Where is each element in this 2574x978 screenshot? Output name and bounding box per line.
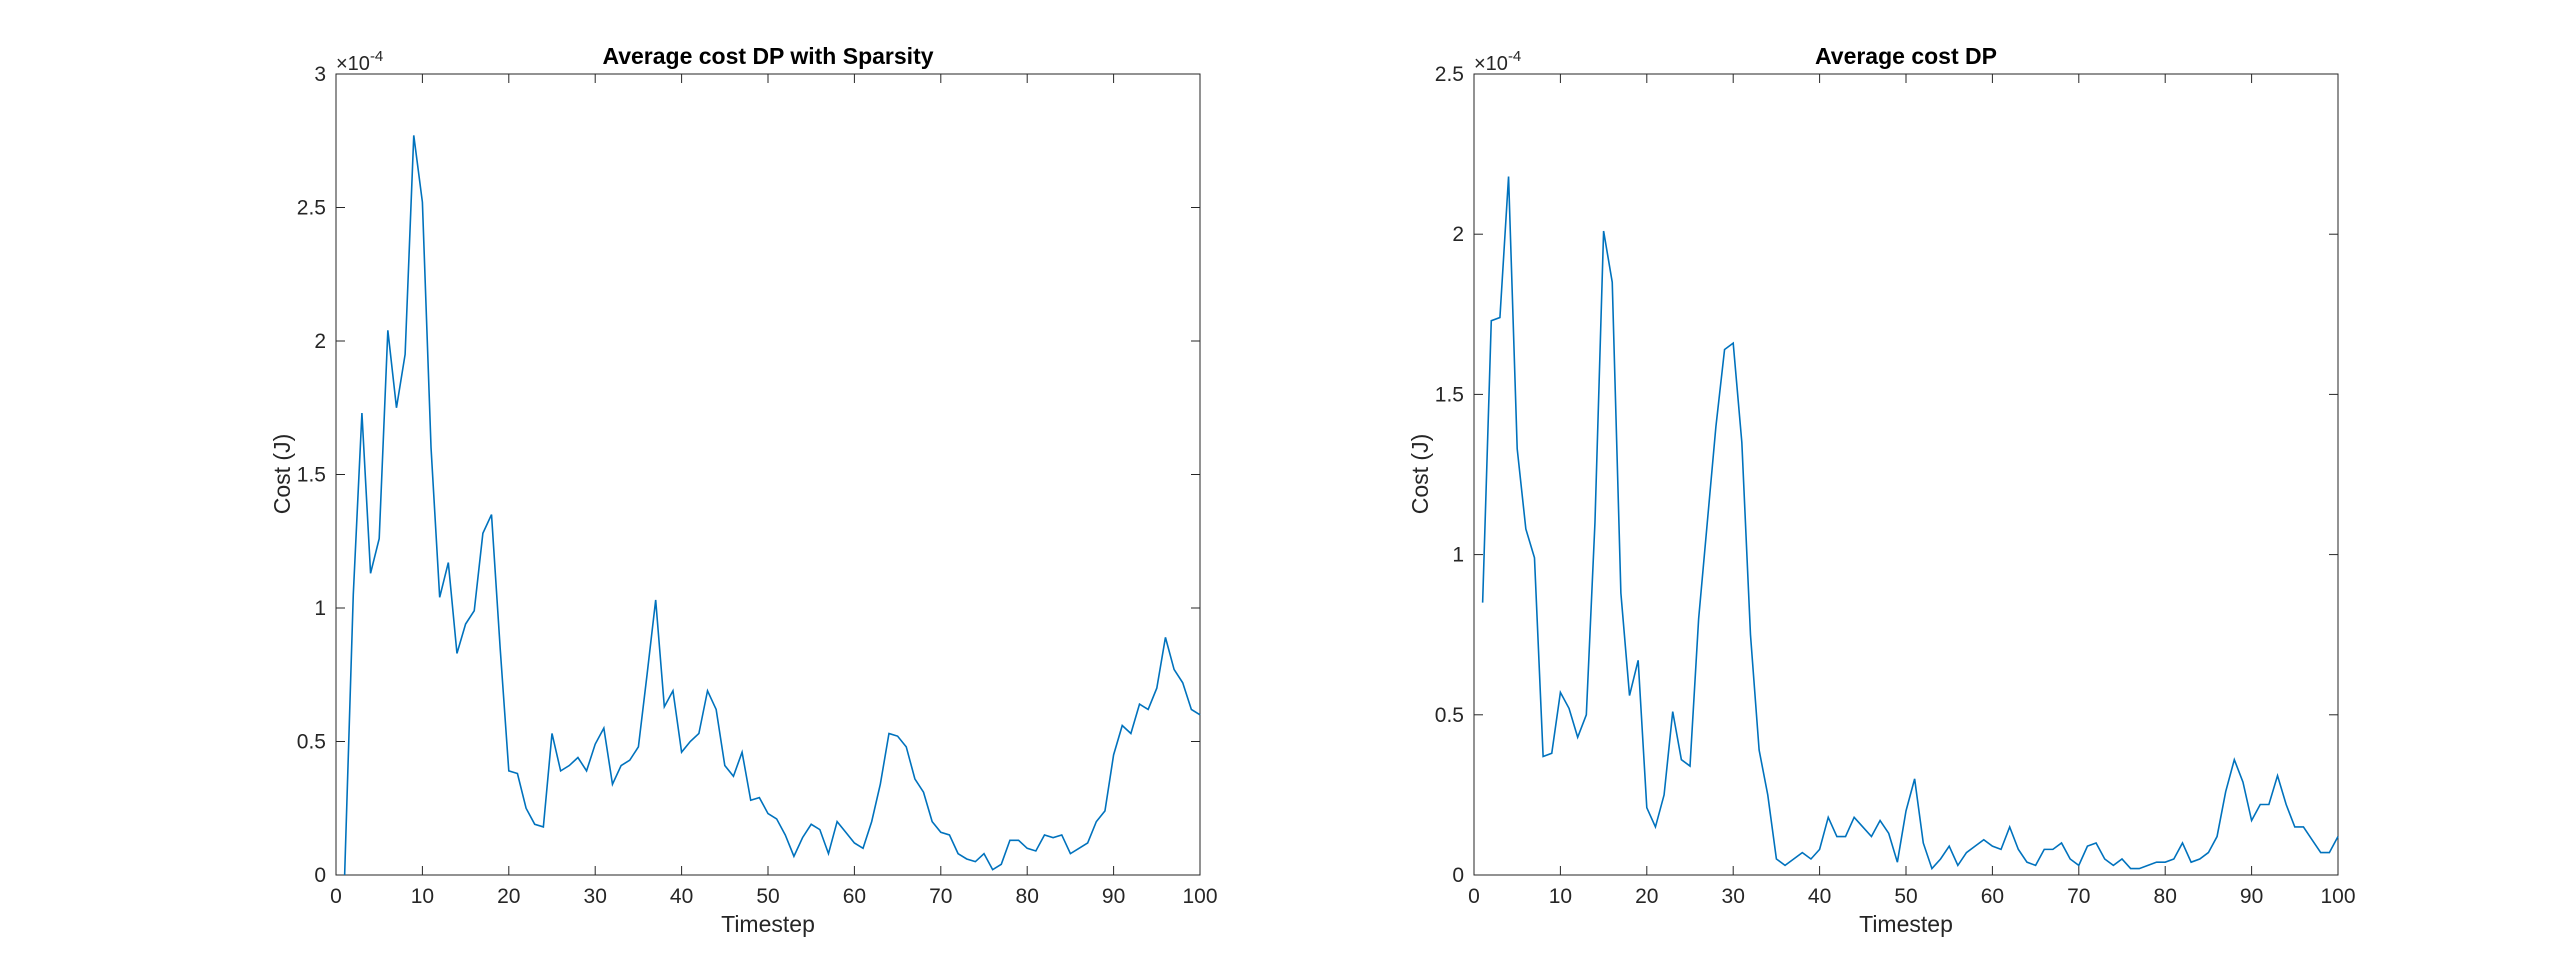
x-tick-label-left: 20 <box>497 885 520 908</box>
x-tick-label-right: 100 <box>2320 885 2355 908</box>
x-tick-label-left: 0 <box>330 885 342 908</box>
ticks-right: 0 10 20 30 40 50 60 70 80 90 100 0 0.5 1 1.5 2 2.5 <box>1435 63 2356 908</box>
chart-left: Average cost DP with Sparsity Timestep C… <box>269 43 1218 937</box>
y-tick-label-right: 1 <box>1452 544 1464 567</box>
y-tick-label-right: 2 <box>1452 223 1464 246</box>
x-tick-label-left: 100 <box>1182 885 1217 908</box>
y-axis-label-right: Cost (J) <box>1407 434 1433 515</box>
x-tick-label-right: 40 <box>1808 885 1831 908</box>
y-axis-label-left: Cost (J) <box>269 434 295 515</box>
x-axis-label-left: Timestep <box>721 911 815 937</box>
y-tick-label-left: 2.5 <box>297 197 326 220</box>
x-tick-label-left: 60 <box>843 885 866 908</box>
x-tick-label-left: 70 <box>929 885 952 908</box>
x-tick-label-right: 60 <box>1981 885 2004 908</box>
plot-area-left <box>335 73 1201 876</box>
x-tick-label-right: 80 <box>2154 885 2177 908</box>
y-tick-label-left: 2 <box>314 330 326 353</box>
x-tick-label-left: 80 <box>1016 885 1039 908</box>
x-tick-label-right: 0 <box>1468 885 1480 908</box>
x-tick-label-right: 10 <box>1549 885 1572 908</box>
y-exponent-left: ×10-4 <box>336 48 383 75</box>
y-exponent-right: ×10-4 <box>1474 48 1521 75</box>
ticks-left: 0 10 20 30 40 50 60 70 80 90 100 0 0.5 1 1.5 2 2.5 3 <box>297 63 1218 908</box>
series-line-right <box>1481 176 2339 871</box>
series-line-left <box>343 135 1201 876</box>
x-tick-label-left: 90 <box>1102 885 1125 908</box>
x-tick-label-right: 50 <box>1894 885 1917 908</box>
plot-area-right <box>1473 73 2339 876</box>
x-tick-label-left: 40 <box>670 885 693 908</box>
y-tick-label-left: 1 <box>314 597 326 620</box>
x-tick-label-left: 50 <box>756 885 779 908</box>
y-tick-label-left: 3 <box>314 63 326 86</box>
y-tick-label-right: 1.5 <box>1435 383 1464 406</box>
x-axis-label-right: Timestep <box>1859 911 1953 937</box>
x-tick-label-right: 70 <box>2067 885 2090 908</box>
x-tick-label-left: 30 <box>584 885 607 908</box>
x-tick-label-right: 30 <box>1722 885 1745 908</box>
x-tick-label-left: 10 <box>411 885 434 908</box>
y-tick-label-left: 0.5 <box>297 731 326 754</box>
chart-title-left: Average cost DP with Sparsity <box>602 43 933 69</box>
y-tick-label-left: 1.5 <box>297 464 326 487</box>
x-tick-label-right: 20 <box>1635 885 1658 908</box>
chart-title-right: Average cost DP <box>1815 43 1997 69</box>
y-tick-label-right: 0 <box>1452 864 1464 887</box>
y-tick-label-right: 2.5 <box>1435 63 1464 86</box>
chart-right: Average cost DP Timestep Cost (J) ×10-4 … <box>1407 43 2356 937</box>
x-tick-label-right: 90 <box>2240 885 2263 908</box>
y-tick-label-left: 0 <box>314 864 326 887</box>
y-tick-label-right: 0.5 <box>1435 704 1464 727</box>
